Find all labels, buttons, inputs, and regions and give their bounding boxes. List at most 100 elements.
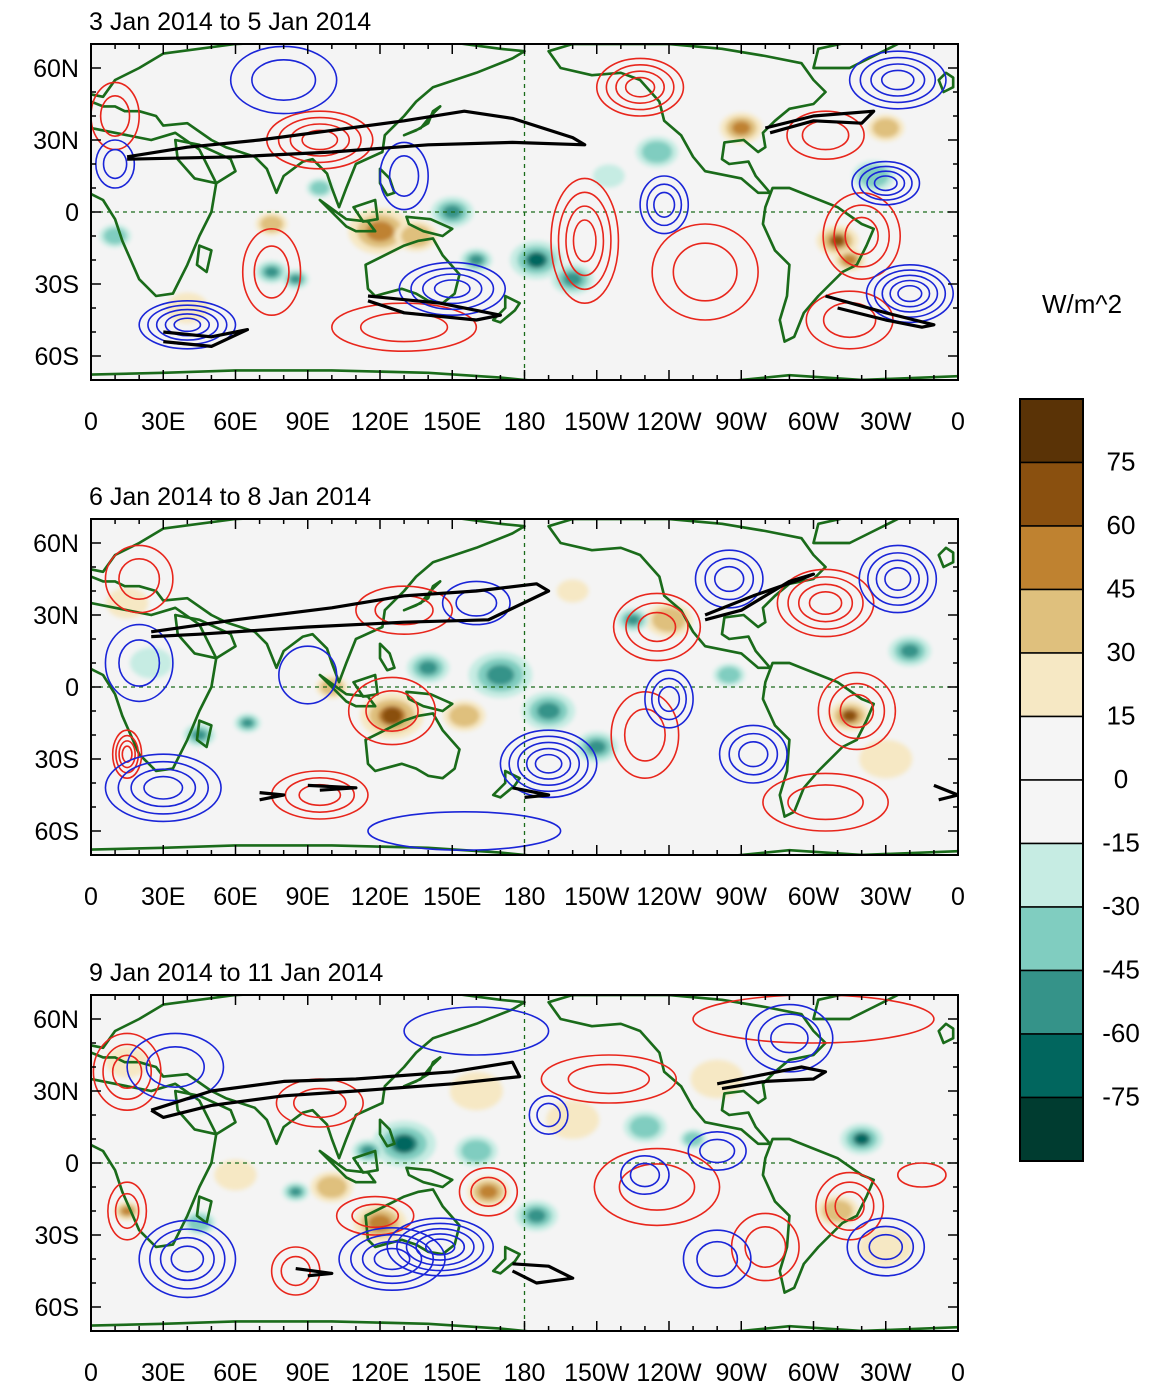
shading-core [409, 230, 423, 242]
lon-tick-label: 150E [423, 408, 481, 436]
lon-tick-label: 180 [504, 408, 546, 436]
shading-core [661, 613, 677, 627]
positive-contour [595, 57, 685, 117]
positive-contour [834, 1190, 865, 1222]
positive-contour [797, 583, 854, 623]
positive-contour [744, 1226, 787, 1268]
negative-contour [130, 768, 197, 808]
lat-tick-label: 0 [65, 199, 79, 227]
lat-tick-label: 60N [33, 55, 79, 83]
negative-contour [880, 69, 915, 91]
negative-contour [867, 552, 929, 606]
shading-core [638, 1121, 652, 1133]
negative-contour [278, 645, 338, 705]
negative-contour [138, 1219, 237, 1299]
negative-contour [143, 775, 184, 800]
shading-core [325, 1181, 339, 1193]
positive-contour [92, 1032, 162, 1112]
positive-contour [335, 1195, 415, 1236]
lon-tick-label: 30W [860, 1359, 912, 1387]
negative-contour [138, 299, 237, 350]
negative-contour [851, 160, 921, 206]
colorbar-label: -75 [1102, 1082, 1140, 1112]
colorbar-label: 60 [1107, 510, 1136, 540]
lon-tick-label: 120W [636, 1359, 702, 1387]
positive-contour [692, 995, 935, 1044]
shading-core [471, 255, 482, 265]
negative-contour [405, 1227, 475, 1267]
colorbar-box [1019, 715, 1084, 781]
negative-contour [536, 1102, 561, 1128]
lon-tick-label: 90W [716, 1359, 768, 1387]
positive-contour [458, 1167, 519, 1217]
lon-tick-label: 120W [636, 408, 702, 436]
lon-tick-label: 150E [423, 883, 481, 911]
negative-contour [687, 1131, 747, 1172]
positive-contour [815, 1171, 885, 1241]
lon-tick-label: 180 [504, 883, 546, 911]
shading-core [120, 597, 134, 609]
positive-contour [624, 76, 656, 98]
shading-core [688, 1135, 698, 1143]
lon-tick-label: 0 [84, 408, 98, 436]
shading-core [540, 703, 558, 719]
shading-core [291, 275, 300, 283]
negative-contour [745, 1003, 834, 1073]
lon-tick-label: 30W [860, 408, 912, 436]
negative-contour [379, 141, 429, 211]
jet-contour [367, 294, 502, 322]
negative-contour [881, 274, 939, 313]
negative-contour [149, 1228, 226, 1290]
negative-contour [102, 148, 128, 180]
colorbar-label: 45 [1107, 574, 1136, 604]
negative-contour [508, 735, 589, 793]
map-panel: 9 Jan 2014 to 11 Jan 2014 60N 30N 0 30S 60S 0 3… [33, 959, 965, 1387]
lon-tick-label: 150W [564, 1359, 630, 1387]
lon-tick-label: 0 [951, 1359, 965, 1387]
negative-contour [350, 1233, 435, 1285]
negative-contour [118, 639, 161, 687]
shading-core [590, 741, 604, 753]
colorbar-frame [1019, 398, 1084, 1162]
negative-contour [897, 284, 923, 303]
positive-contour [277, 116, 362, 164]
jet-contour [716, 1065, 828, 1091]
colorbar-label: 75 [1107, 447, 1136, 477]
shading-core [369, 222, 391, 240]
shading-core [528, 252, 545, 268]
shading-core [266, 267, 277, 277]
positive-contour [289, 123, 351, 157]
colorbar-label: 15 [1107, 701, 1136, 731]
negative-contour [846, 1217, 926, 1277]
positive-contour [605, 63, 675, 111]
colorbar-box [1019, 461, 1084, 527]
negative-contour [126, 1032, 225, 1102]
lon-tick-label: 0 [84, 1359, 98, 1387]
colorbar-box [1019, 652, 1084, 718]
negative-contour [713, 565, 745, 593]
lon-tick-label: 60W [788, 1359, 840, 1387]
positive-contour [572, 219, 597, 263]
shading-core [830, 1205, 845, 1217]
shading-core [228, 1169, 243, 1181]
negative-contour [657, 685, 681, 713]
negative-contour [639, 175, 690, 235]
shading-core [724, 670, 735, 680]
shading-core [854, 1133, 869, 1145]
colorbar-box [1019, 1096, 1084, 1162]
lon-tick-label: 90E [286, 1359, 330, 1387]
shading-core [879, 122, 892, 134]
shading-core [381, 707, 403, 725]
jet-contour [295, 1267, 334, 1278]
positive-contour [550, 177, 620, 304]
positive-contour [567, 1063, 651, 1095]
negative-contour [104, 623, 174, 703]
negative-contour [117, 760, 210, 815]
lat-tick-label: 0 [65, 1150, 79, 1178]
panel-title: 6 Jan 2014 to 8 Jan 2014 [89, 483, 371, 511]
shading-core [650, 146, 664, 158]
lon-tick-label: 150W [564, 883, 630, 911]
negative-contour [145, 1046, 205, 1088]
negative-contour [338, 1227, 446, 1292]
